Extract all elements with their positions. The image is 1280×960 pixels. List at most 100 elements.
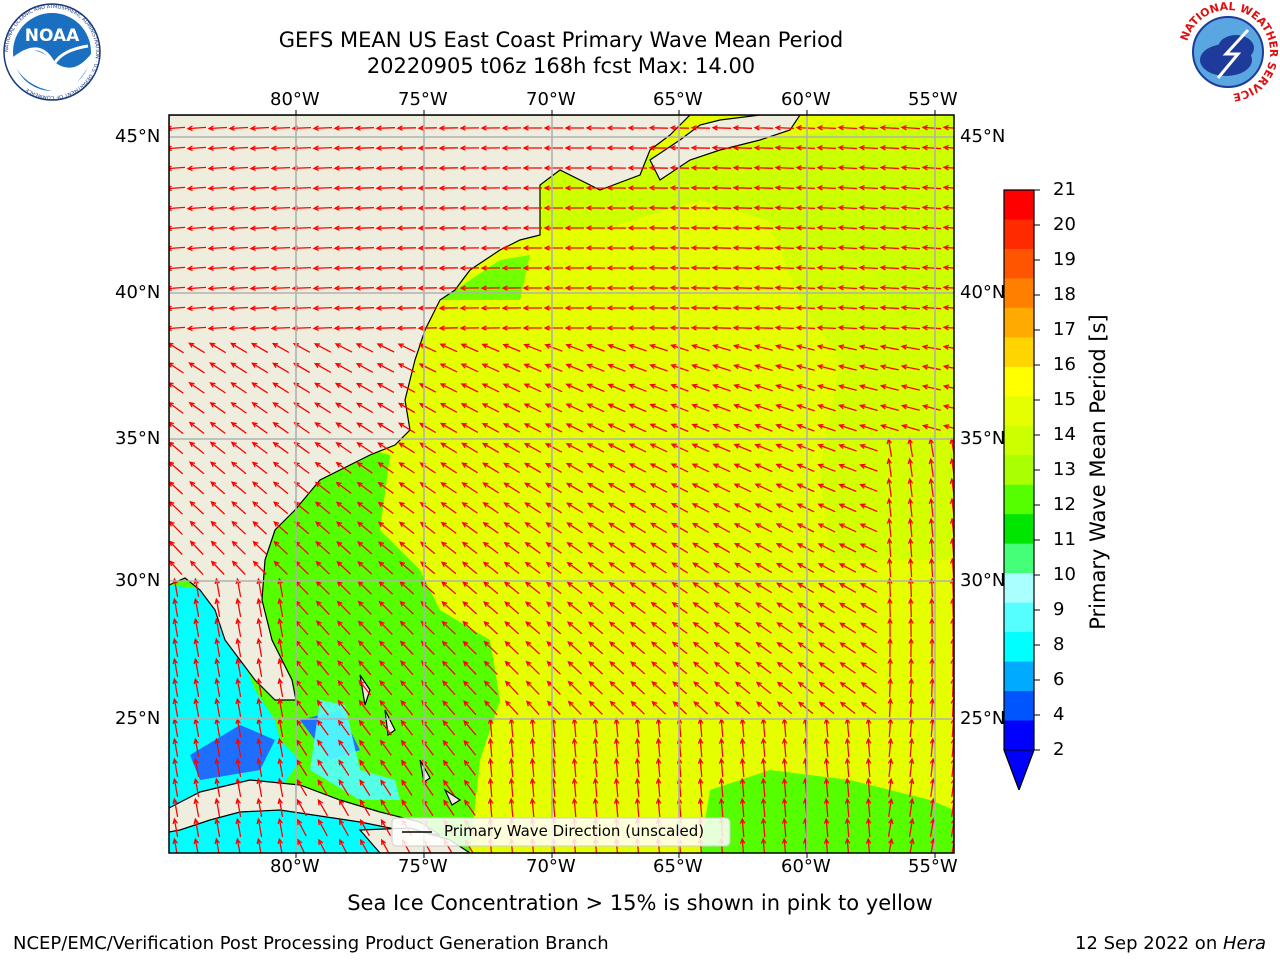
wave-arrow (193, 777, 200, 798)
wave-arrow (210, 500, 226, 515)
wave-arrow (921, 384, 941, 391)
wave-arrow (929, 677, 935, 698)
wave-arrow (865, 777, 872, 798)
wave-arrow (277, 777, 284, 798)
wave-arrow (690, 245, 711, 251)
wave-arrow (230, 402, 247, 414)
wave-arrow (546, 640, 562, 655)
colorbar-swatch (1004, 543, 1034, 574)
wave-arrow (928, 457, 935, 477)
wave-arrow (508, 777, 515, 798)
wave-arrow (378, 600, 393, 615)
wave-arrow (277, 597, 284, 618)
wave-arrow (860, 642, 877, 654)
wave-arrow (908, 597, 914, 618)
wave-arrow (417, 225, 438, 231)
wave-arrow (397, 382, 416, 393)
wave-arrow (774, 383, 794, 392)
wave-arrow (379, 739, 392, 756)
wave-arrow (543, 225, 563, 231)
wave-arrow (312, 305, 333, 311)
wave-arrow (209, 441, 226, 455)
wave-arrow (838, 443, 857, 452)
wave-arrow (462, 600, 478, 615)
wave-arrow (588, 700, 603, 715)
wave-arrow (713, 621, 730, 634)
wave-arrow (501, 265, 522, 271)
arrow-legend (391, 817, 731, 847)
wave-arrow (588, 660, 604, 675)
wave-arrow (606, 305, 627, 311)
lon-label-top-65w: 65°W (653, 89, 703, 110)
wave-arrow (692, 661, 709, 675)
wave-arrow (235, 777, 242, 798)
wave-arrow (186, 145, 207, 152)
wave-arrow (837, 224, 858, 231)
wave-arrow (690, 165, 711, 171)
wave-arrow (775, 542, 794, 553)
wave-arrow (378, 560, 394, 575)
noaa-logo-text: NOAA (25, 26, 80, 46)
wave-arrow (270, 265, 291, 271)
wave-arrow (545, 502, 562, 514)
wave-arrow (356, 461, 373, 474)
wave-arrow (823, 757, 830, 778)
wave-arrow (501, 185, 522, 191)
wave-arrow (251, 441, 268, 454)
wave-arrow (739, 797, 746, 818)
wave-arrow (774, 225, 795, 231)
wave-arrow (697, 777, 704, 798)
wave-arrow (690, 285, 711, 291)
wave-arrow (214, 577, 221, 598)
wave-arrow (438, 165, 459, 171)
wave-arrow (318, 838, 327, 853)
wave-arrow (950, 818, 954, 838)
wave-arrow (335, 481, 352, 494)
wave-arrow (844, 777, 851, 798)
wave-arrow (607, 423, 626, 433)
wave-arrow (818, 701, 835, 715)
wave-arrow (732, 185, 753, 191)
map-title: GEFS MEAN US East Coast Primary Wave Mea… (0, 27, 1122, 79)
wave-arrow (440, 501, 457, 514)
wave-arrow (816, 403, 836, 412)
wave-arrow (739, 737, 746, 758)
wave-arrow (440, 521, 457, 534)
wave-arrow (776, 681, 793, 695)
wave-arrow (272, 481, 289, 495)
wave-arrow (504, 700, 519, 716)
colorbar-tick-label: 19 (1053, 249, 1076, 270)
wave-arrow (272, 461, 289, 475)
wave-arrow (230, 362, 247, 374)
wave-arrow (235, 817, 242, 838)
wave-arrow (256, 617, 263, 638)
wave-arrow (628, 482, 647, 493)
wave-arrow (879, 344, 899, 351)
wave-arrow (921, 364, 941, 371)
wave-arrow (186, 305, 207, 312)
wave-arrow (900, 344, 921, 351)
wave-arrow (273, 540, 288, 555)
wave-arrow (858, 124, 879, 131)
wave-arrow (837, 284, 858, 291)
wave-arrow (908, 677, 914, 698)
wave-arrow (816, 185, 837, 191)
wave-arrow (775, 523, 794, 533)
wave-arrow (312, 225, 333, 231)
wave-arrow (887, 697, 894, 718)
wave-arrow (712, 443, 731, 453)
wave-arrow (648, 225, 669, 231)
wave-arrow (230, 421, 247, 434)
wave-arrow (629, 641, 646, 655)
wave-arrow (775, 423, 794, 432)
wave-arrow (606, 285, 627, 291)
wave-arrow (228, 245, 249, 252)
wave-arrow (585, 185, 606, 191)
wave-arrow (169, 125, 186, 132)
wave-arrow (649, 363, 668, 372)
wave-arrow (333, 325, 354, 331)
wave-arrow (270, 125, 291, 131)
wave-arrow (711, 285, 732, 291)
wave-arrow (587, 502, 605, 514)
wave-arrow (252, 520, 268, 535)
